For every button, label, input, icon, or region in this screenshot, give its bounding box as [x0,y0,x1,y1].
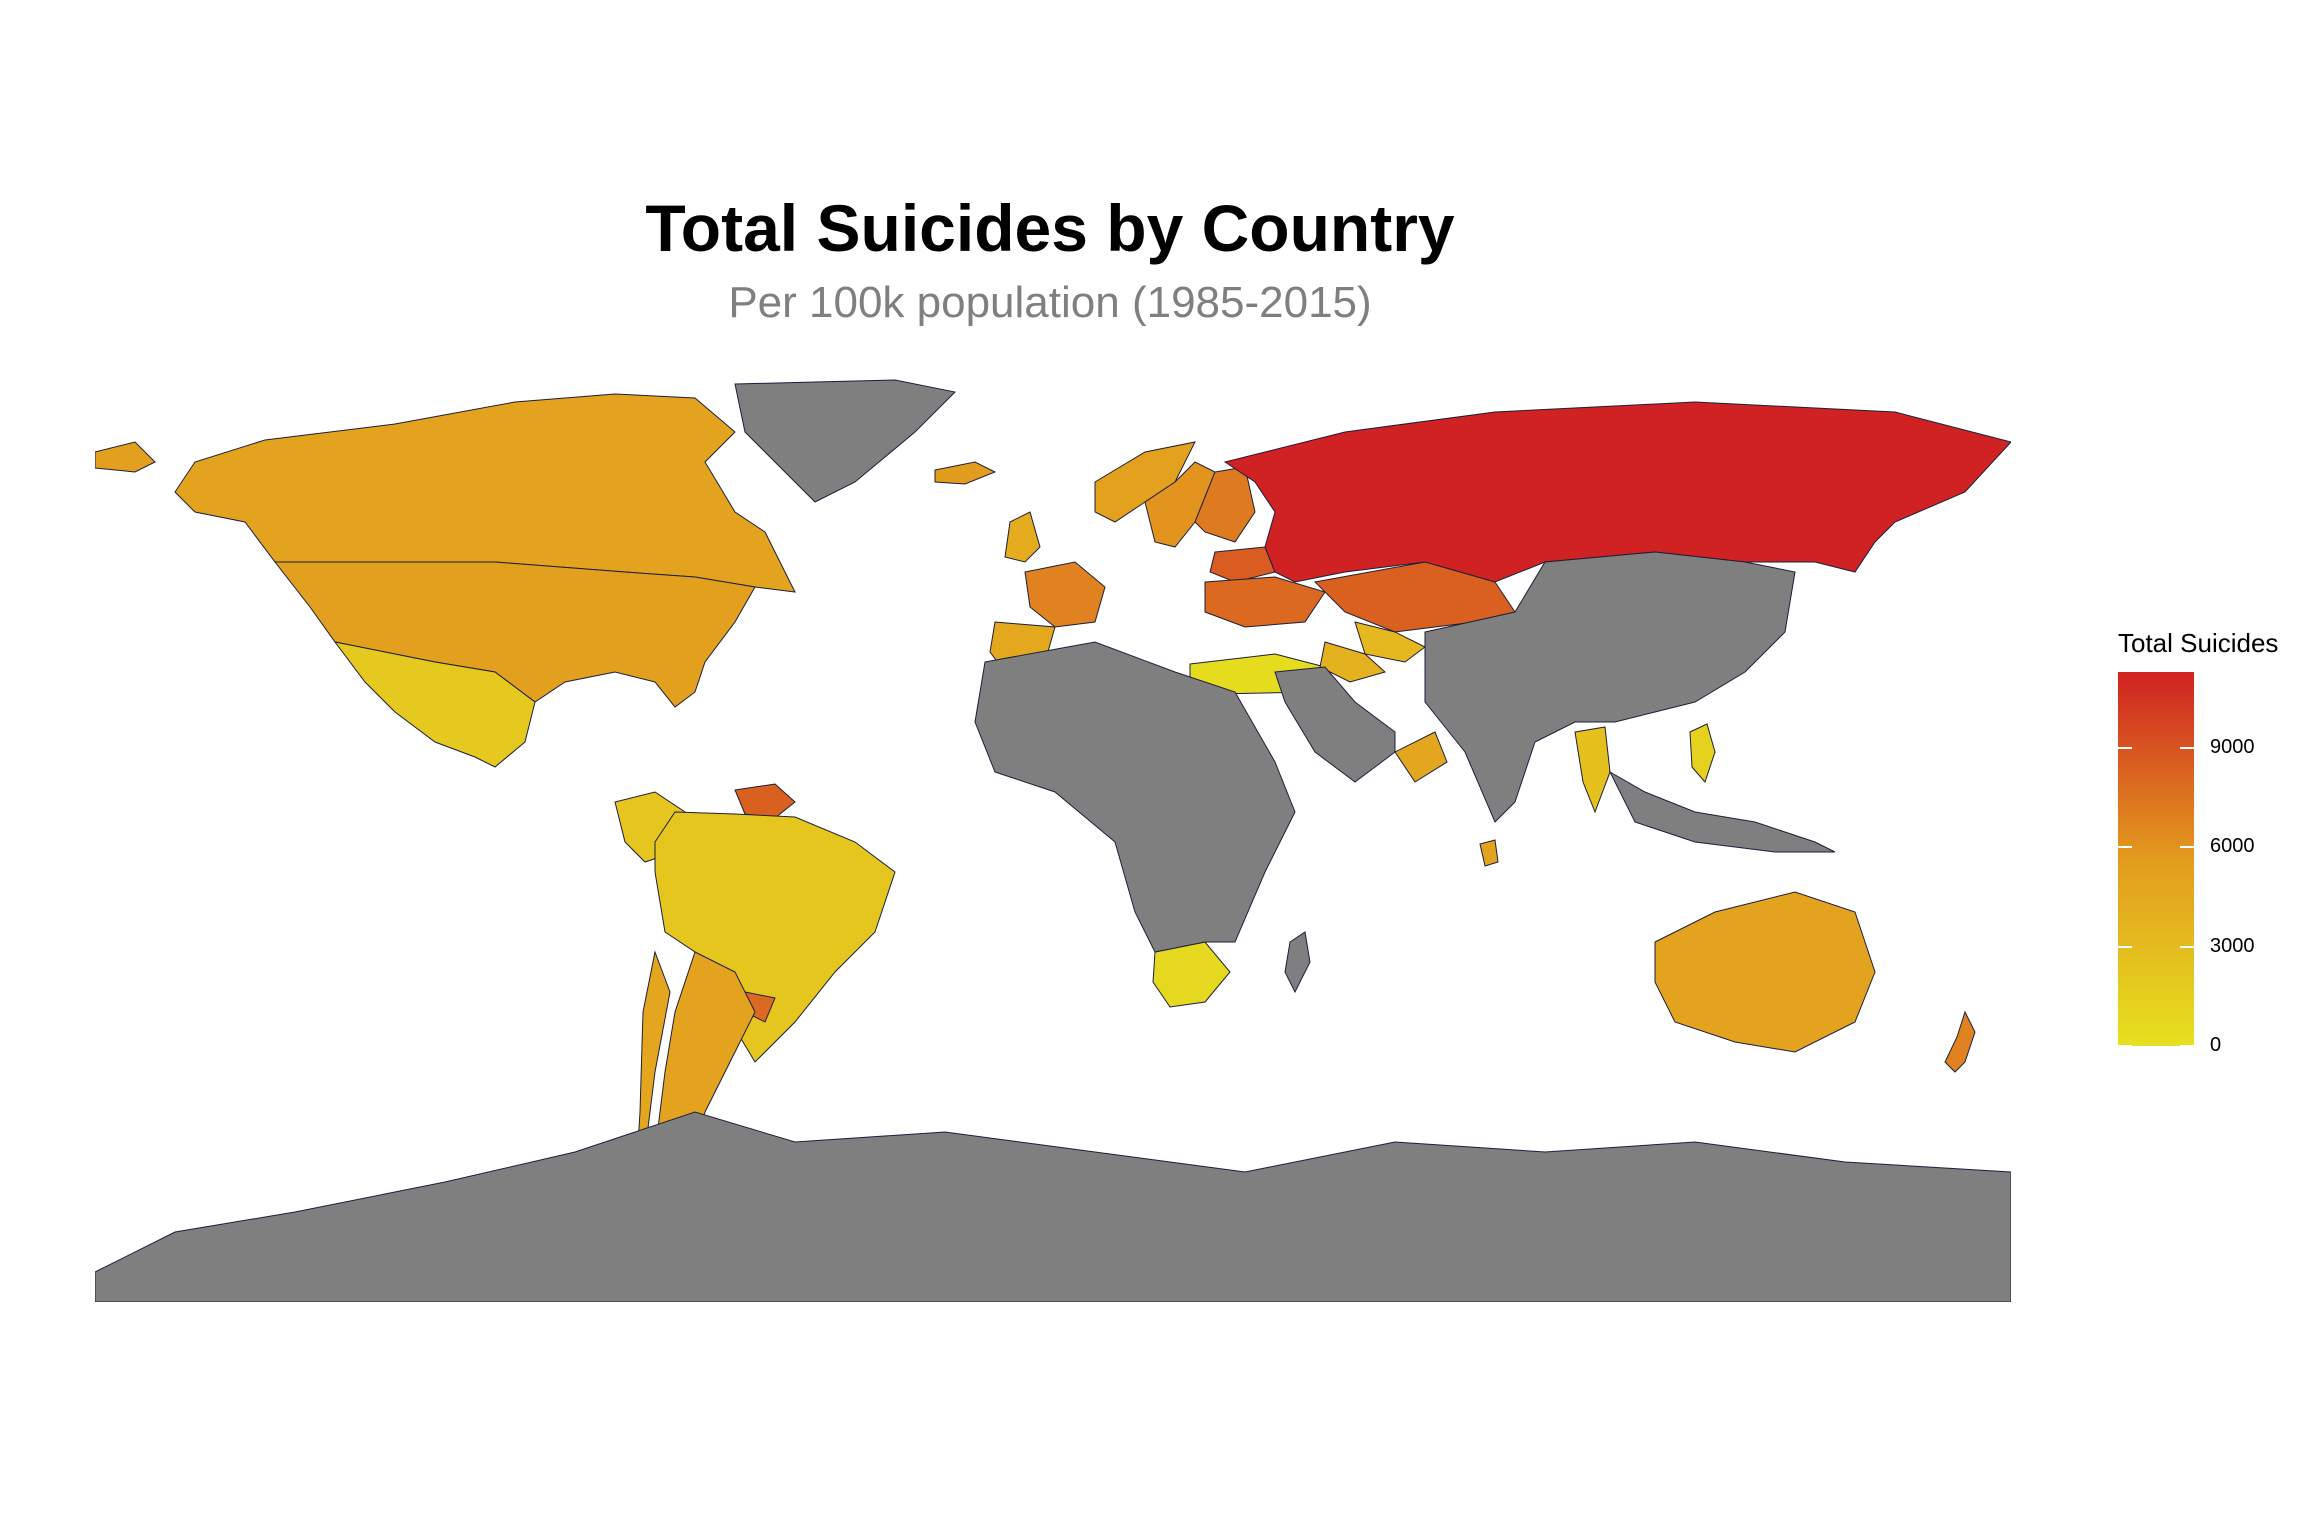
country-belarus [1209,546,1276,583]
country-ukraine [1204,576,1326,628]
color-legend: Total Suicides 0 3000 6000 9000 [2118,628,2298,1068]
country-uzbekistan [1354,621,1426,663]
country-south-africa [1152,941,1231,1008]
legend-tick-label: 0 [2210,1034,2222,1056]
country-iceland [934,461,997,485]
legend-tick-label: 3000 [2210,934,2255,957]
country-united-kingdom [1004,511,1041,563]
nodata-region-madagascar [1284,931,1311,994]
country-suriname [734,783,796,819]
map-title: Total Suicides by Country [645,191,1455,265]
country-oman [1394,731,1448,783]
legend-tick-label: 9000 [2210,736,2255,759]
country-new-zealand [1944,1010,1976,1073]
country-france [1024,561,1106,628]
nodata-region-greenland [734,379,957,503]
country-sri-lanka [1479,839,1499,867]
country-turkmenistan [1319,641,1387,683]
nodata-region-africa [974,641,1296,953]
nodata-region-middle-east [1274,666,1396,783]
country-mexico [333,641,536,768]
nodata-region-southeast-asia [1608,770,1836,853]
legend-color-bar [2118,672,2194,1046]
legend-title: Total Suicides [2118,628,2279,658]
country-philippines [1689,723,1716,783]
nodata-region-asia [1424,551,1796,823]
world-map [95,379,2011,1302]
nodata-region-antarctica [95,1111,2011,1302]
country-australia [1654,891,1876,1053]
country-canada [174,393,796,593]
country-thailand [1574,726,1611,814]
map-subtitle: Per 100k population (1985-2015) [728,278,1372,327]
legend-tick-label: 6000 [2210,835,2255,858]
country-brazil [654,811,896,1063]
